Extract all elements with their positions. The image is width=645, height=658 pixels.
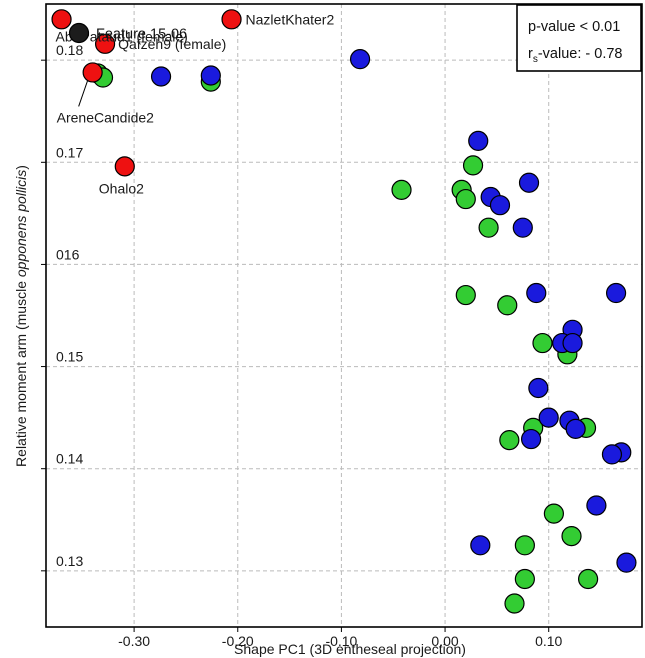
x-tick-label: -0.10 bbox=[325, 633, 357, 649]
grid-lines bbox=[46, 4, 642, 627]
y-axis-label-part-2: opponens pollicis bbox=[13, 170, 29, 277]
blue-data-point bbox=[562, 332, 583, 354]
point-label: AreneCandide2 bbox=[57, 109, 155, 125]
red-data-point bbox=[221, 9, 242, 30]
blue-data-point bbox=[200, 65, 221, 86]
green-data-point bbox=[455, 188, 476, 210]
blue-data-point bbox=[616, 552, 637, 573]
y-tick-label: 0.14 bbox=[56, 451, 83, 467]
blue-data-point bbox=[601, 444, 623, 465]
x-axis-label: Shape PC1 (3D entheseal projection) bbox=[234, 641, 466, 657]
blue-data-point bbox=[150, 66, 172, 87]
blue-data-point bbox=[586, 495, 607, 516]
y-tick-label: 0.13 bbox=[56, 553, 83, 569]
y-axis-label: Relative moment arm (muscle opponens pol… bbox=[13, 165, 29, 467]
red-data-point bbox=[82, 62, 103, 83]
green-data-point bbox=[499, 430, 520, 451]
data-points bbox=[51, 9, 637, 614]
stats-rs-subscript: s bbox=[533, 54, 538, 65]
green-data-point bbox=[497, 295, 518, 316]
blue-data-point bbox=[512, 217, 533, 238]
x-tick-label: -0.20 bbox=[222, 633, 254, 649]
green-data-point bbox=[514, 568, 535, 590]
green-data-point bbox=[543, 503, 564, 524]
stats-rs-value: rs-value: - 0.78 bbox=[528, 46, 622, 65]
blue-data-point bbox=[468, 130, 489, 151]
blue-data-point bbox=[470, 535, 491, 556]
y-axis-label-part-1: Relative moment arm (muscle bbox=[13, 277, 29, 467]
blue-data-point bbox=[538, 407, 559, 428]
stats-rs-suffix: -value: - 0.78 bbox=[538, 46, 623, 62]
blue-data-point bbox=[565, 418, 586, 439]
red-data-point bbox=[114, 156, 135, 177]
y-axis-label-part-3: ) bbox=[13, 165, 29, 170]
legend-marker bbox=[68, 22, 90, 44]
y-tick-label: 0.15 bbox=[56, 349, 83, 365]
red-data-point bbox=[51, 9, 72, 30]
stats-p-value: p-value < 0.01 bbox=[528, 19, 620, 35]
green-data-point bbox=[462, 155, 484, 176]
stats-box: p-value < 0.01 rs-value: - 0.78 bbox=[516, 4, 642, 72]
blue-data-point bbox=[520, 428, 542, 450]
blue-data-point bbox=[528, 377, 549, 399]
green-data-point bbox=[561, 526, 582, 547]
point-label: NazletKhater2 bbox=[246, 11, 335, 27]
blue-data-point bbox=[518, 172, 540, 193]
green-data-point bbox=[391, 179, 412, 200]
legend: Feature 15-06 bbox=[68, 22, 187, 44]
blue-data-point bbox=[526, 282, 547, 304]
green-data-point bbox=[532, 332, 553, 354]
green-data-point bbox=[514, 535, 535, 556]
y-tick-label: 0.18 bbox=[56, 42, 83, 58]
blue-data-point bbox=[605, 282, 627, 304]
y-tick-label: 0.17 bbox=[56, 144, 83, 160]
x-tick-label: 0.10 bbox=[535, 633, 562, 649]
stats-box-frame bbox=[516, 4, 642, 72]
green-data-point bbox=[578, 568, 599, 590]
blue-data-point bbox=[489, 195, 511, 216]
green-data-point bbox=[478, 217, 499, 238]
plot-frame bbox=[45, 3, 643, 628]
tick-labels: -0.30 -0.20 -0.10 0.00 0.10 0.13 0.14 0.15 016 0.… bbox=[41, 42, 563, 649]
x-tick-label: -0.30 bbox=[118, 633, 150, 649]
green-data-point bbox=[455, 284, 476, 306]
stats-rs-prefix: r bbox=[528, 46, 533, 62]
red-data-point bbox=[94, 33, 116, 54]
point-label: Qafzeh9 (female) bbox=[118, 36, 226, 52]
blue-data-point bbox=[349, 49, 371, 70]
point-labels: AbriPataud1 (female)NazletKhater2Qafzeh9… bbox=[56, 11, 335, 196]
label-leader-line bbox=[78, 80, 89, 107]
x-tick-label: 0.00 bbox=[431, 633, 458, 649]
point-label: Ohalo2 bbox=[99, 180, 144, 196]
legend-label: Feature 15-06 bbox=[96, 27, 187, 43]
green-data-point bbox=[504, 593, 525, 614]
y-tick-label: 016 bbox=[56, 246, 80, 262]
